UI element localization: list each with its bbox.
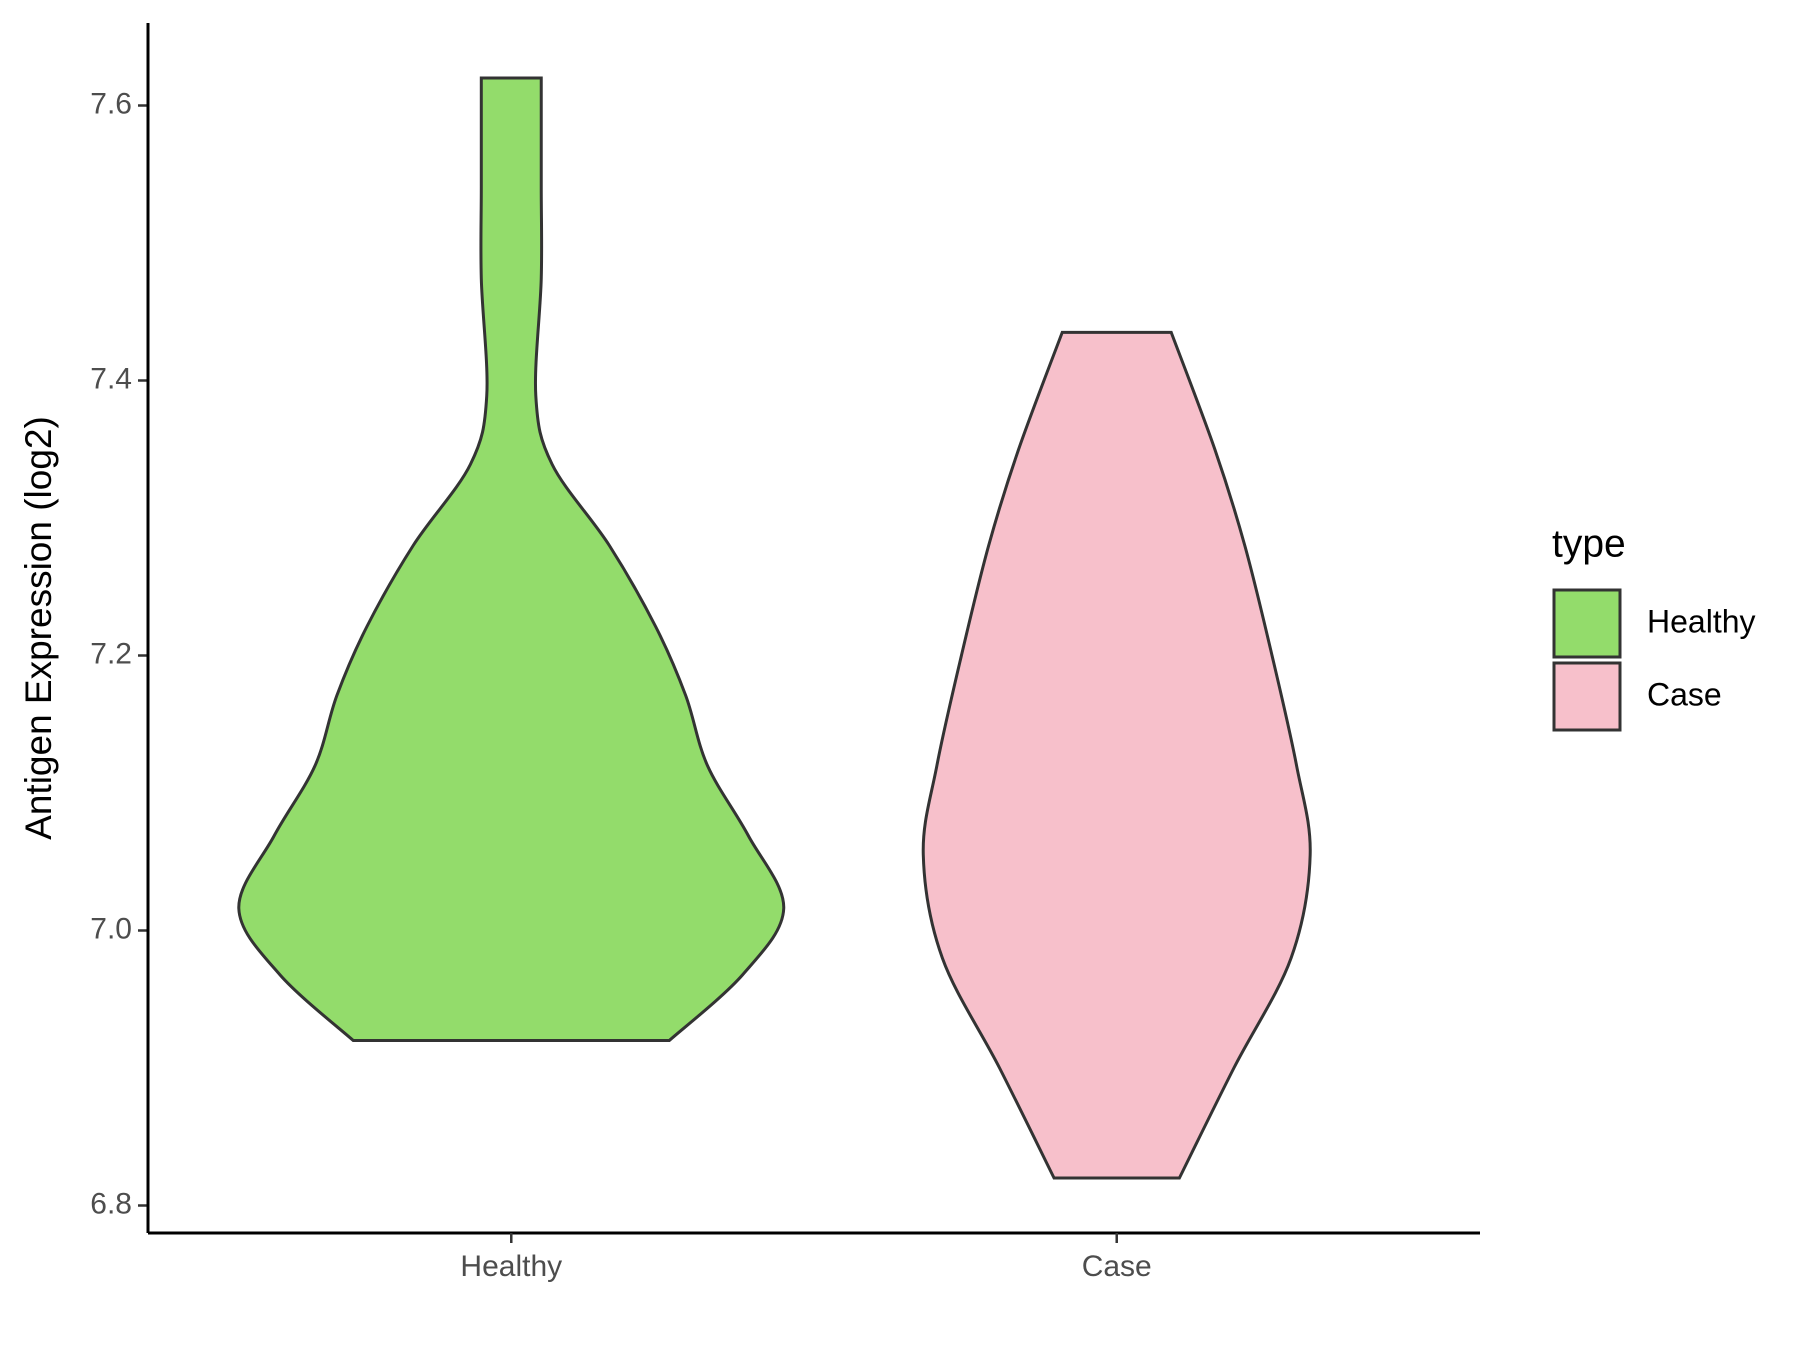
x-tick-label: Healthy bbox=[460, 1250, 562, 1283]
violin bbox=[921, 330, 1312, 1180]
y-tick-label: 7.6 bbox=[90, 87, 132, 120]
legend-key bbox=[1552, 588, 1622, 659]
y-tick-label: 7.4 bbox=[90, 362, 132, 395]
legend-label: Healthy bbox=[1647, 603, 1756, 639]
y-tick-label: 7.2 bbox=[90, 637, 132, 670]
y-axis-title: Antigen Expression (log2) bbox=[18, 416, 59, 840]
y-tick-label: 6.8 bbox=[90, 1187, 132, 1220]
legend-title: type bbox=[1552, 522, 1626, 565]
y-tick-label: 7.0 bbox=[90, 912, 132, 945]
violin bbox=[237, 76, 786, 1042]
x-tick-label: Case bbox=[1082, 1250, 1152, 1283]
legend-label: Case bbox=[1647, 676, 1722, 712]
legend-key bbox=[1552, 661, 1622, 732]
